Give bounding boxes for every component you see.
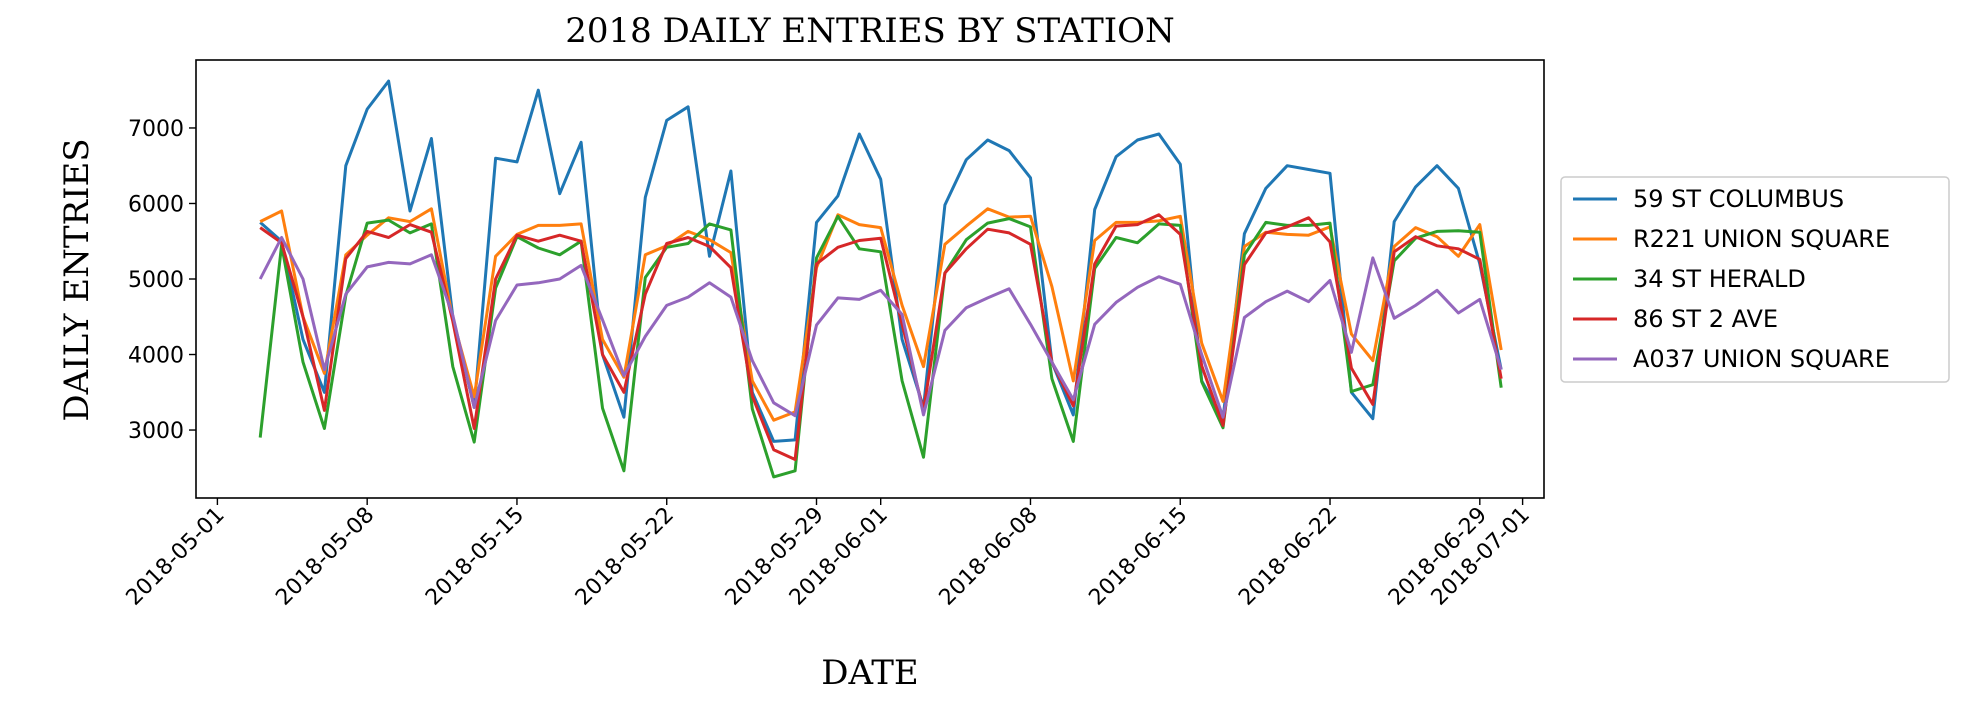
y-tick-label: 6000 [128,192,184,217]
x-tick-label: 2018-05-15 [421,503,529,611]
series-line-4 [259,213,1503,461]
series-layer [258,79,1503,479]
legend-entry: 34 ST HERALD [1633,265,1806,293]
legend-box [1560,176,1950,383]
chart-title: 2018 DAILY ENTRIES BY STATION [565,11,1175,51]
y-tick-label: 3000 [128,419,184,444]
x-tick-label: 2018-06-08 [935,503,1043,611]
x-axis-label: DATE [821,653,918,693]
legend-entry: 86 ST 2 AVE [1633,305,1778,333]
x-tick-label: 2018-05-01 [122,503,230,611]
legend-entry: A037 UNION SQUARE [1633,345,1890,373]
legend-entry: R221 UNION SQUARE [1633,225,1890,253]
y-tick-label: 7000 [128,117,184,142]
y-tick-label: 4000 [128,344,184,369]
y-axis-label: DAILY ENTRIES [57,138,97,421]
x-axis: 2018-05-01 2018-05-08 2018-05-15 2018-05-22… [122,498,1535,611]
y-axis: 3000 4000 5000 6000 7000 [128,117,196,444]
series-line-1 [259,79,1503,443]
x-tick-label: 2018-05-22 [571,503,679,611]
series-line-5 [258,236,1503,419]
legend: 59 ST COLUMBUS R221 UNION SQUARE 34 ST HER… [1560,176,1950,383]
x-tick-label: 2018-06-22 [1234,503,1342,611]
x-tick-label: 2018-05-08 [271,503,379,611]
x-tick-label: 2018-06-15 [1084,503,1192,611]
legend-entry: 59 ST COLUMBUS [1633,185,1844,213]
y-tick-label: 5000 [128,268,184,293]
